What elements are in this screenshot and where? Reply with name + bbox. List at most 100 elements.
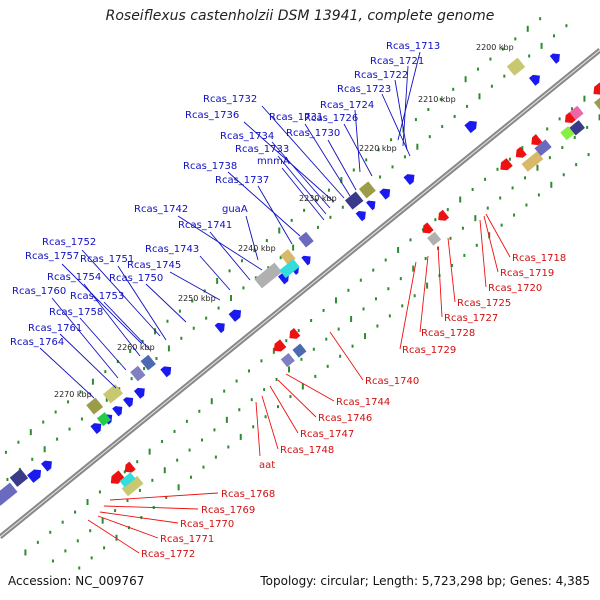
reverse-label-leader [255,401,261,457]
gene-label-rcas-1737[interactable]: Rcas_1737 [215,175,269,186]
tick-mark [453,114,456,118]
gene-label-aat[interactable]: aat [259,460,275,471]
gene-label-rcas-1734[interactable]: Rcas_1734 [220,131,274,142]
gene-label-rcas-1725[interactable]: Rcas_1725 [457,298,511,309]
gene-label-rcas-1747[interactable]: Rcas_1747 [300,429,354,440]
scale-label-2200: 2200 kbp [476,43,514,52]
tick-mark [130,377,133,381]
gene-label-rcas-1743[interactable]: Rcas_1743 [145,244,199,255]
forward-label-leader [261,105,345,199]
gene-label-rcas-1754[interactable]: Rcas_1754 [47,272,101,283]
gene-label-rcas-1723[interactable]: Rcas_1723 [337,84,391,95]
gene-label-rcas-1733[interactable]: Rcas_1733 [235,144,289,155]
forward-label-leader [354,109,361,173]
forward-label-leader [381,93,411,157]
reverse-gene-block [427,231,442,246]
gene-label-rcas-1727[interactable]: Rcas_1727 [444,313,498,324]
gene-label-rcas-1746[interactable]: Rcas_1746 [318,413,372,424]
tick-mark [287,366,290,373]
gene-label-rcas-1726[interactable]: Rcas_1726 [304,113,358,124]
tick-mark [138,488,141,492]
scale-label-2220: 2220 kbp [359,144,397,153]
tick-mark [587,153,590,157]
gene-label-rcas-1760[interactable]: Rcas_1760 [12,286,66,297]
gene-label-rcas-1761[interactable]: Rcas_1761 [28,323,82,334]
tick-mark [173,429,176,433]
gene-label-rcas-1742[interactable]: Rcas_1742 [134,204,188,215]
tick-mark [49,530,52,534]
gene-label-rcas-1721[interactable]: Rcas_1721 [370,56,424,67]
gene-label-rcas-1720[interactable]: Rcas_1720 [488,283,542,294]
tick-mark [463,253,466,257]
gene-label-rcas-1745[interactable]: Rcas_1745 [127,260,181,271]
tick-mark [561,146,564,150]
reverse-gene-block [280,353,295,368]
scale-label-2250: 2250 kbp [178,294,216,303]
tick-mark [526,25,529,32]
reverse-gene-block [121,475,144,497]
gene-label-rcas-1729[interactable]: Rcas_1729 [402,345,456,356]
gene-label-rcas-1736[interactable]: Rcas_1736 [185,110,239,121]
forward-gene-arrow [123,397,134,408]
gene-label-rcas-1741[interactable]: Rcas_1741 [178,220,232,231]
gene-label-rcas-1713[interactable]: Rcas_1713 [386,41,440,52]
reverse-label-leader [99,511,179,524]
tick-mark [76,539,79,543]
forward-gene-arrow [27,469,42,483]
tick-mark [399,277,402,281]
tick-mark [477,67,480,71]
gene-label-rcas-1718[interactable]: Rcas_1718 [512,253,566,264]
forward-label-leader [39,347,95,399]
tick-mark [426,282,429,289]
gene-label-rcas-1728[interactable]: Rcas_1728 [421,328,475,339]
tick-mark [178,309,181,313]
gene-features [0,53,600,506]
gene-label-rcas-1744[interactable]: Rcas_1744 [336,397,390,408]
gene-label-rcas-1732[interactable]: Rcas_1732 [203,94,257,105]
gene-label-rcas-1722[interactable]: Rcas_1722 [354,70,408,81]
tick-mark [586,125,589,129]
tick-mark [327,188,330,192]
gene-label-rcas-1764[interactable]: Rcas_1764 [10,337,64,348]
tick-mark [337,327,340,331]
tick-mark [540,42,543,49]
gene-label-rcas-1731[interactable]: Rcas_1731 [269,112,323,123]
gene-label-rcas-1769[interactable]: Rcas_1769 [201,505,255,516]
gene-label-rcas-1772[interactable]: Rcas_1772 [141,549,195,560]
gene-label-rcas-1758[interactable]: Rcas_1758 [49,307,103,318]
tick-mark [198,409,201,413]
tick-mark [537,193,540,197]
forward-gene-arrow [228,309,242,322]
gene-label-rcas-1719[interactable]: Rcas_1719 [500,268,554,279]
tick-mark [340,177,343,184]
gene-label-guaa[interactable]: guaA [222,204,248,215]
gene-label-rcas-1771[interactable]: Rcas_1771 [160,534,214,545]
gene-label-rcas-1750[interactable]: Rcas_1750 [109,273,163,284]
reverse-gene-arrow [422,222,434,234]
gene-label-rcas-1757[interactable]: Rcas_1757 [25,251,79,262]
tick-mark [539,17,542,21]
tick-mark [428,135,431,139]
gene-label-rcas-1724[interactable]: Rcas_1724 [320,100,374,111]
gene-label-rcas-1753[interactable]: Rcas_1753 [70,291,124,302]
gene-label-rcas-1752[interactable]: Rcas_1752 [42,237,96,248]
gene-label-rcas-1768[interactable]: Rcas_1768 [221,489,275,500]
tick-mark [508,157,511,161]
gene-label-rcas-1740[interactable]: Rcas_1740 [365,376,419,387]
forward-gene-arrow [529,74,540,86]
gene-label-rcas-1738[interactable]: Rcas_1738 [183,161,237,172]
gene-label-rcas-1770[interactable]: Rcas_1770 [180,519,234,530]
tick-mark [571,107,574,111]
tick-mark [452,87,455,91]
tick-mark [558,117,561,121]
gene-label-rcas-1751[interactable]: Rcas_1751 [80,254,134,265]
reverse-gene-arrow [273,339,287,352]
tick-mark [17,440,20,444]
tick-mark [136,460,139,464]
tick-mark [254,276,257,280]
reverse-label-leader [285,373,335,402]
gene-label-mnma[interactable]: mnmA [257,156,290,167]
gene-label-rcas-1730[interactable]: Rcas_1730 [286,128,340,139]
gene-label-rcas-1748[interactable]: Rcas_1748 [280,445,334,456]
forward-label-leader [277,155,327,215]
